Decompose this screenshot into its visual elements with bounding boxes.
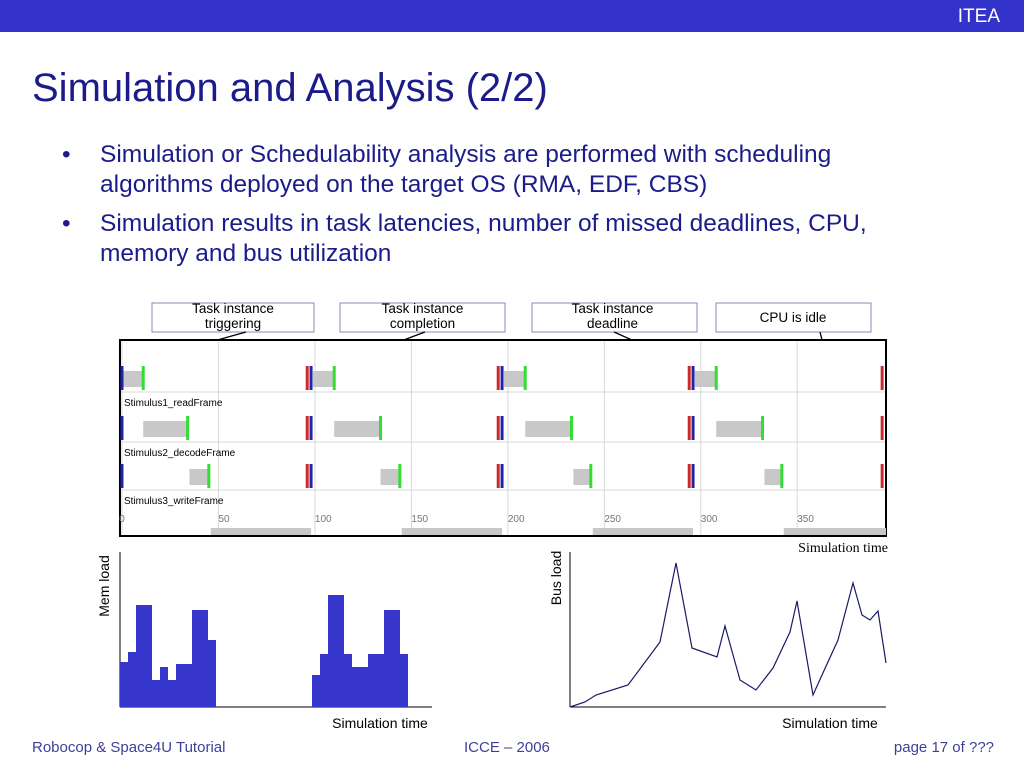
- busy-bar: [143, 421, 188, 437]
- bar: [360, 667, 368, 707]
- x-tick-label: 150: [411, 514, 428, 525]
- line: [569, 562, 887, 708]
- bar: [352, 667, 360, 707]
- callout-box: [531, 302, 698, 333]
- busy-bar: [189, 469, 209, 485]
- busy-bar: [525, 421, 572, 437]
- idle-bar: [401, 528, 503, 535]
- bar: [176, 664, 192, 707]
- bar: [136, 605, 152, 707]
- bar: [152, 680, 160, 707]
- bar: [168, 680, 176, 707]
- callout-wrap: Task instance deadline: [571, 301, 654, 331]
- bar: [384, 610, 400, 707]
- axis-label: Simulation time: [798, 541, 888, 556]
- x-tick-label: 50: [218, 514, 230, 525]
- busy-bar: [573, 469, 591, 485]
- bullet: Simulation or Schedulability analysis ar…: [62, 140, 942, 200]
- footer-center: ICCE – 2006: [464, 739, 550, 756]
- footer-left: Robocop & Space4U Tutorial: [32, 739, 226, 756]
- callout-wrap: Task instance triggering: [192, 301, 274, 331]
- bar: [368, 654, 384, 707]
- bar: [192, 610, 208, 707]
- busy-bar: [380, 469, 400, 485]
- busy-bar: [504, 371, 526, 387]
- bar: [160, 667, 168, 707]
- x-tick-label: 200: [508, 514, 525, 525]
- bar: [328, 595, 344, 707]
- bar: [312, 675, 320, 707]
- callouts: Task instance triggering Task instance c…: [123, 301, 873, 531]
- footer-right: page 17 of ???: [893, 739, 994, 756]
- x-tick-label: 100: [315, 514, 332, 525]
- axis-label: Mem load: [96, 555, 112, 616]
- callout-box: [151, 302, 315, 333]
- bar: [208, 640, 216, 707]
- bullet-list: Simulation or Schedulability analysis ar…: [62, 140, 942, 278]
- busy-bar: [764, 469, 782, 485]
- x-tick-label: 0: [119, 514, 125, 525]
- busy-bar: [716, 421, 763, 437]
- x-tick-label: 300: [701, 514, 718, 525]
- callout-text: Task instance completion: [381, 301, 464, 331]
- axis-label: Simulation time: [332, 715, 428, 731]
- busy-bar: [334, 421, 381, 437]
- bar: [400, 654, 408, 707]
- task-name: Stimulus3_writeFrame: [124, 496, 224, 507]
- x-tick-label: 350: [797, 514, 814, 525]
- callout-wrap: Task instance completion: [381, 301, 464, 331]
- bullet: Simulation results in task latencies, nu…: [62, 209, 942, 269]
- axis-label: Simulation time: [782, 715, 878, 731]
- callout-box: [339, 302, 506, 333]
- callout-text: Task instance deadline: [571, 301, 654, 331]
- callout-text: CPU is idle: [760, 310, 827, 325]
- bar: [344, 654, 352, 707]
- task-name: Stimulus2_decodeFrame: [124, 448, 236, 459]
- bar: [120, 662, 128, 707]
- top-bar: ITEA: [0, 0, 1024, 32]
- idle-bar: [210, 528, 312, 535]
- slide-title: Simulation and Analysis (2/2): [32, 66, 548, 110]
- busy-bar: [122, 371, 144, 387]
- bar: [320, 654, 328, 707]
- callout-box: [715, 302, 872, 333]
- busy-bar: [313, 371, 335, 387]
- x-tick-label: 250: [604, 514, 621, 525]
- logo: ITEA: [957, 6, 1000, 27]
- task-name: Stimulus1_readFrame: [124, 398, 223, 409]
- bar: [128, 652, 136, 707]
- busy-bar: [695, 371, 717, 387]
- idle-bar: [783, 528, 886, 535]
- axis-label: Bus load: [548, 551, 564, 605]
- idle-bar: [592, 528, 694, 535]
- callout-text: Task instance triggering: [192, 301, 274, 331]
